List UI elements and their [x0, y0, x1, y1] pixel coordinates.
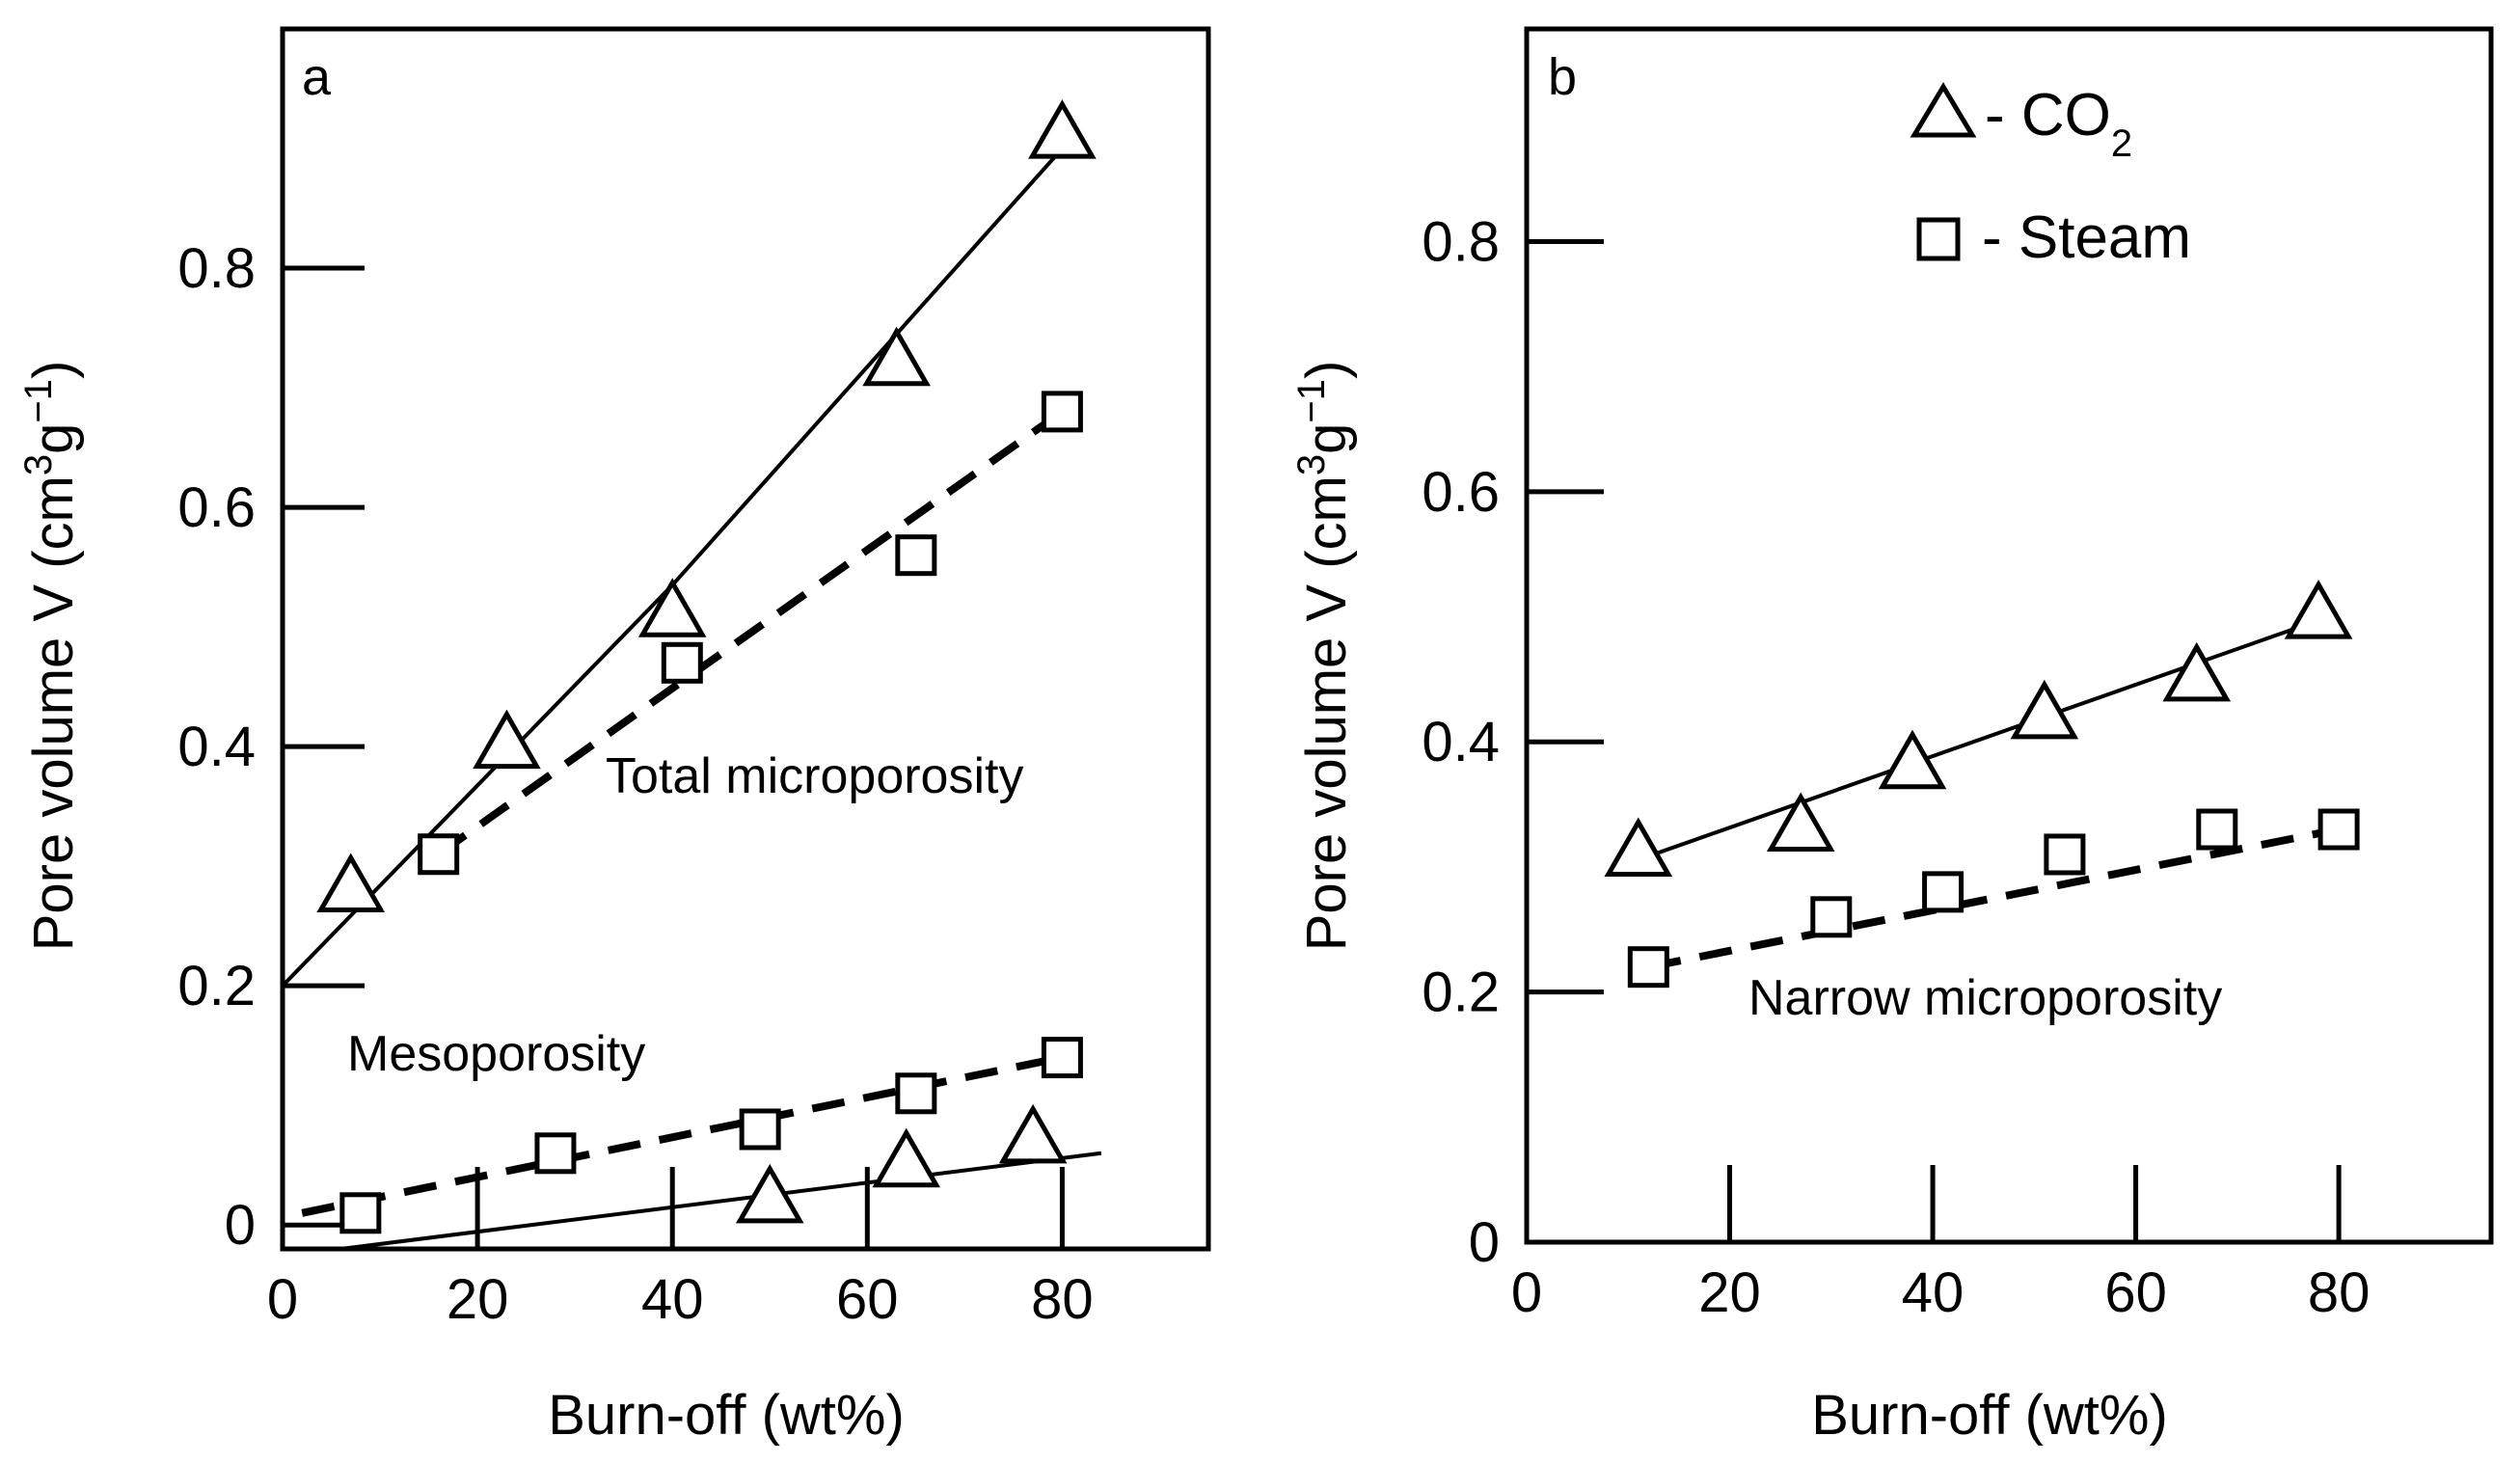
data-point-triangle: [2162, 641, 2232, 702]
series-triangle-0: [1604, 580, 2353, 877]
data-point-square: [1810, 896, 1853, 938]
series-square-1: [1627, 808, 2360, 989]
y-tick-label: 0.6: [177, 476, 256, 539]
annotation-label: Narrow microporosity: [1748, 970, 2222, 1026]
series-line: [436, 408, 1065, 857]
x-tick-label: 60: [836, 1268, 899, 1331]
y-tick-label: 0.2: [177, 955, 256, 1017]
data-point-square: [895, 1072, 937, 1115]
series-line: [340, 1151, 1102, 1251]
x-tick-label: 0: [267, 1268, 298, 1331]
y-tick-label: 0: [1469, 1211, 1500, 1274]
legend-marker-triangle: [1910, 82, 1977, 138]
legend: - CO2 - Steam: [1910, 82, 2191, 271]
data-point-triangle: [862, 326, 931, 387]
panel-letter: a: [302, 48, 332, 106]
y-tick-label: 0.8: [177, 237, 256, 300]
legend-marker-square: [1916, 217, 1961, 261]
data-point-triangle: [872, 1127, 941, 1188]
series-triangle-2: [340, 1103, 1102, 1251]
series-square-1: [418, 391, 1083, 876]
y-axis-label: Pore volume V (cm3g−1): [1290, 361, 1358, 952]
data-point-square: [1041, 391, 1083, 433]
data-point-square: [1922, 871, 1965, 913]
x-tick-label: 20: [1698, 1261, 1761, 1324]
y-tick-label: 0: [225, 1194, 256, 1257]
x-tick-label: 20: [447, 1268, 509, 1331]
data-point-square: [1627, 946, 1669, 989]
data-point-triangle: [473, 709, 541, 770]
y-tick-label: 0.2: [1422, 962, 1500, 1024]
x-tick-label: 80: [1031, 1268, 1094, 1331]
series-line: [281, 147, 1064, 988]
legend-label-co2: - CO2: [1985, 82, 2132, 165]
panel-letter: b: [1548, 48, 1577, 106]
plot-frame: [1524, 26, 2494, 1245]
data-point-triangle: [1604, 817, 1673, 877]
annotation-label: Total microporosity: [606, 748, 1023, 804]
data-point-triangle: [637, 578, 707, 637]
data-point-square: [895, 534, 937, 577]
series-line: [1647, 826, 2340, 971]
y-tick-label: 0.6: [1422, 461, 1500, 524]
data-point-triangle: [1766, 792, 1835, 853]
data-point-triangle: [2284, 580, 2353, 639]
y-tick-label: 0.8: [1422, 210, 1500, 273]
panel-a: 0 0.2 0.4 0.6 0.8 0 20 40 60 80 Burn-off (wt%) Pore…: [17, 26, 1211, 1447]
series-triangle-0: [281, 99, 1097, 988]
x-tick-label: 40: [1902, 1261, 1965, 1324]
data-point-triangle: [1028, 99, 1097, 159]
y-axis-label: Pore volume V (cm3g−1): [17, 361, 85, 952]
data-point-square: [2317, 808, 2360, 851]
y-tick-label: 0.4: [1422, 711, 1500, 773]
data-point-triangle: [316, 853, 386, 912]
series-square-3: [301, 1037, 1083, 1234]
data-point-square: [418, 833, 460, 876]
x-tick-label: 0: [1511, 1261, 1542, 1324]
data-point-square: [2196, 808, 2238, 851]
data-point-square: [534, 1132, 577, 1175]
x-tick-label: 60: [2104, 1261, 2167, 1324]
x-tick-label: 80: [2308, 1261, 2371, 1324]
plot-frame: [280, 26, 1211, 1252]
data-point-triangle: [2010, 679, 2079, 740]
x-tick-label: 40: [641, 1268, 704, 1331]
panel-b: 0 0.2 0.4 0.6 0.8 0 20 40 60 80 Burn-off (wt%) Pore…: [1290, 26, 2494, 1447]
y-tick-label: 0.4: [177, 716, 256, 778]
series-line: [1617, 614, 2330, 869]
legend-label-steam: - Steam: [1982, 204, 2191, 271]
data-point-square: [739, 1108, 781, 1151]
data-point-square: [339, 1192, 382, 1234]
annotation-label: Mesoporosity: [347, 1026, 645, 1082]
data-point-square: [661, 641, 703, 684]
x-axis-label: Burn-off (wt%): [1811, 1384, 2168, 1447]
data-point-triangle: [1878, 729, 1947, 790]
data-point-triangle: [735, 1163, 804, 1224]
data-point-triangle: [998, 1103, 1068, 1164]
data-point-square: [1041, 1037, 1083, 1079]
data-point-square: [2044, 833, 2086, 876]
x-axis-label: Burn-off (wt%): [548, 1384, 905, 1447]
